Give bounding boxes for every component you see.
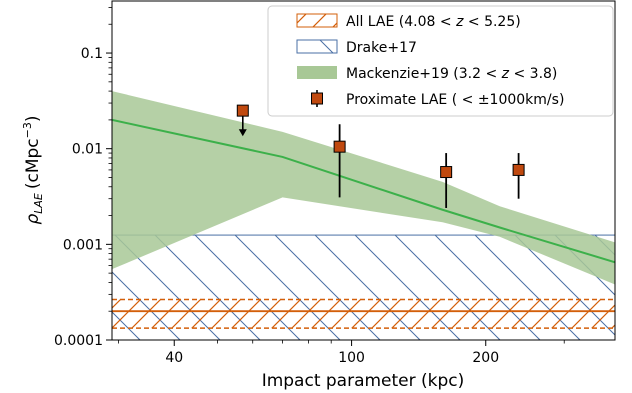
plot-frame (111, 0, 616, 341)
y-axis-label-close: ) (23, 115, 43, 122)
mackenzie-line (112, 118, 615, 264)
legend-label-part: < (440, 14, 452, 30)
y-tick-label: 0.1 (81, 46, 103, 62)
legend-swatch-drake (296, 39, 338, 54)
x-tick-label: 40 (165, 350, 183, 366)
mackenzie-band (112, 91, 615, 285)
y-axis-label-rho: ρ (23, 214, 43, 225)
legend-label-part: Proximate LAE ( (346, 92, 462, 108)
all-lae-band (112, 299, 615, 329)
x-tick-label: 200 (472, 350, 499, 366)
legend-box (267, 5, 614, 117)
y-axis-label-exponent: −3 (21, 122, 34, 138)
proximate-lae-point (333, 140, 346, 153)
legend-label-part: 3.8) (525, 66, 557, 82)
legend-swatch-mackenzie (297, 66, 337, 79)
y-tick-label: 0.001 (63, 237, 103, 253)
legend-label-part: 5.25) (480, 14, 521, 30)
proximate-lae-point (236, 104, 249, 117)
y-axis-label-unit: (cMpc (23, 138, 43, 189)
legend-label-part: Drake+17 (346, 40, 417, 56)
legend: All LAE (4.08 < z < 5.25) Drake+17 Mackenz… (267, 5, 614, 117)
proximate-lae-point (512, 163, 525, 176)
x-tick-label: 100 (338, 350, 365, 366)
legend-label-part: < (513, 66, 525, 82)
plot-area (112, 91, 615, 340)
legend-label: Mackenzie+19 (3.2 < z < 3.8) (346, 66, 557, 82)
legend-label: Drake+17 (346, 40, 417, 56)
legend-label: All LAE (4.08 < z < 5.25) (346, 14, 521, 30)
axes: 40 100 200 0.0001 0.001 0.01 0.1 (54, 7, 565, 366)
legend-label: Proximate LAE ( < ±1000km/s) (346, 92, 564, 108)
legend-label-part: Mackenzie+19 (3.2 (346, 66, 485, 82)
y-axis-label: ρLAE (cMpc−3) (21, 115, 45, 224)
legend-label-part: < (468, 14, 480, 30)
legend-label-part: z (501, 66, 510, 82)
y-tick-label: 0.0001 (54, 333, 103, 349)
legend-label-part: ±1000km/s) (473, 92, 564, 108)
legend-label-part: < (485, 66, 497, 82)
legend-label-part: < (462, 92, 474, 108)
y-axis-label-subscript: LAE (32, 193, 45, 214)
legend-swatch-all-lae (296, 13, 338, 28)
upper-limit-arrow-head (238, 129, 247, 137)
proximate-lae-point (440, 166, 453, 179)
y-tick-label: 0.01 (72, 142, 103, 158)
x-axis-label: Impact parameter (kpc) (262, 371, 465, 391)
legend-swatch-proximate (311, 92, 323, 105)
legend-label-part: z (455, 14, 464, 30)
legend-label-part: All LAE (4.08 (346, 14, 440, 30)
